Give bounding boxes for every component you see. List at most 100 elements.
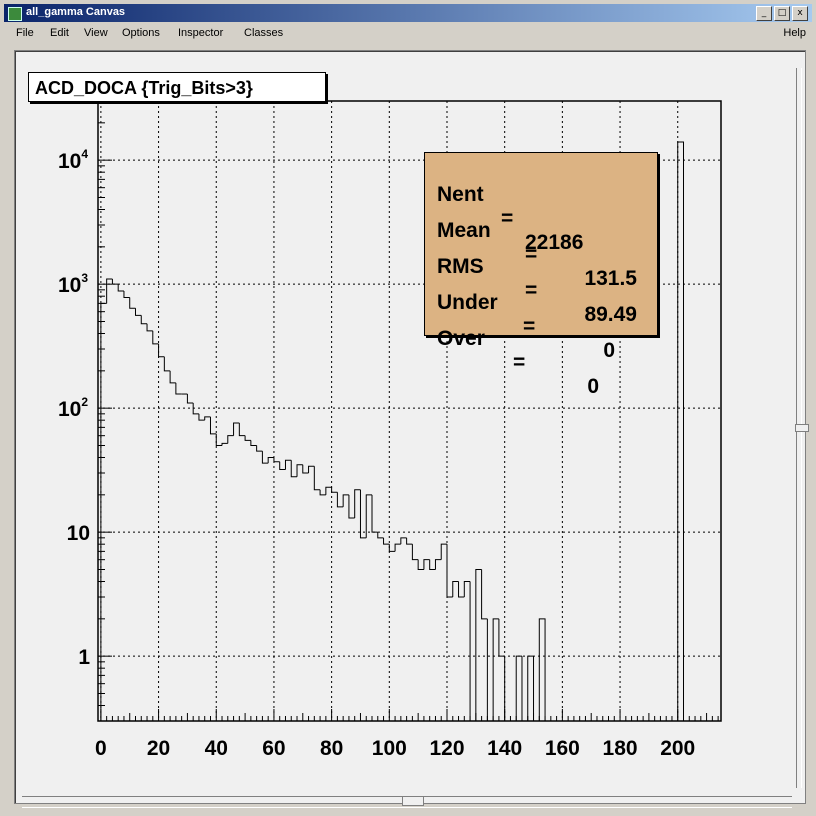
menu-help[interactable]: Help	[783, 27, 806, 39]
minimize-button[interactable]: _	[756, 6, 772, 21]
histogram-bin	[331, 487, 338, 493]
nent-equals: =	[501, 207, 514, 230]
histogram-bin	[463, 581, 471, 597]
histogram-bin	[359, 489, 367, 539]
histogram-bin	[533, 656, 540, 722]
under-equals: =	[523, 315, 536, 338]
histogram-bin	[221, 442, 228, 446]
histogram-bin	[117, 284, 124, 292]
stats-box: Nent = 22186 Mean = 131.5 RMS = 89.49 Un…	[424, 152, 658, 398]
menu-edit[interactable]: Edit	[50, 27, 69, 39]
x-tick-label: 140	[487, 737, 522, 760]
histogram-bin	[342, 494, 349, 507]
over-equals: =	[513, 351, 526, 374]
x-tick-label: 160	[545, 737, 580, 760]
maximize-button[interactable]: □	[774, 6, 790, 21]
vertical-scrollbar[interactable]	[795, 68, 809, 788]
histogram-bin	[394, 543, 401, 552]
histogram-bin	[244, 435, 251, 441]
stats-row-under: Under = 0	[437, 267, 615, 362]
histogram-bin	[486, 618, 494, 722]
window-controls: _ □ x	[756, 6, 808, 21]
histogram-bin	[336, 492, 344, 508]
histogram-bin	[100, 302, 107, 721]
x-tick-label: 20	[147, 737, 170, 760]
window-title: all_gamma Canvas	[26, 6, 126, 18]
y-axis-labels: 1 10 102 103 104	[58, 147, 90, 669]
histogram-bin	[175, 382, 182, 395]
over-label: Over	[437, 327, 485, 350]
histogram-bin	[134, 308, 142, 316]
x-tick-label: 180	[603, 737, 638, 760]
histogram-bin	[290, 460, 298, 478]
histogram-bin	[538, 618, 546, 721]
menu-classes[interactable]: Classes	[244, 27, 284, 39]
x-tick-label: 200	[660, 737, 695, 760]
histogram-bin	[204, 416, 211, 421]
histogram-bins	[100, 141, 685, 722]
histogram-bin	[440, 543, 447, 560]
histogram-bin	[152, 330, 159, 345]
histogram-bin	[383, 537, 390, 545]
vertical-scroll-thumb[interactable]	[795, 424, 809, 432]
histogram-bin	[469, 581, 476, 722]
x-tick-label: 80	[320, 737, 343, 760]
y-tick-label: 1	[78, 646, 90, 669]
histogram-bin	[313, 466, 321, 491]
stats-row-rms: RMS = 89.49	[437, 231, 637, 326]
app-icon	[8, 7, 22, 21]
mean-label: Mean	[437, 219, 491, 242]
rms-equals: =	[525, 279, 538, 302]
x-tick-label: 0	[95, 737, 107, 760]
histogram-bin	[146, 323, 153, 332]
histogram-bin	[140, 315, 148, 325]
histogram-bin	[325, 486, 332, 495]
y-tick-label: 104	[58, 147, 88, 173]
histogram-bin	[406, 537, 413, 545]
histogram-bin	[388, 544, 396, 552]
histogram-bin	[279, 461, 286, 471]
histogram-bin	[434, 559, 442, 570]
histogram-bin	[492, 618, 499, 721]
plot-grid	[98, 101, 721, 721]
stats-row-mean: Mean = 131.5	[437, 195, 637, 290]
histogram-bin	[481, 569, 488, 620]
histogram-bin	[348, 494, 355, 519]
histogram-bin	[677, 141, 685, 721]
histogram-bin	[423, 559, 430, 570]
histogram-bin	[163, 356, 171, 372]
under-label: Under	[437, 291, 498, 314]
histogram-bin	[365, 494, 373, 538]
histogram-bin	[256, 445, 263, 452]
histogram-bin	[192, 403, 199, 415]
rms-label: RMS	[437, 255, 484, 278]
mean-equals: =	[525, 243, 538, 266]
over-value: 0	[587, 375, 599, 398]
horizontal-scroll-thumb[interactable]	[402, 796, 424, 806]
histogram-bin	[400, 537, 407, 545]
horizontal-scrollbar[interactable]	[22, 796, 792, 808]
y-tick-label: 102	[58, 395, 88, 421]
menu-inspector[interactable]: Inspector	[178, 27, 224, 39]
stats-row-nent: Nent = 22186	[437, 159, 637, 254]
menu-view[interactable]: View	[84, 27, 108, 39]
close-button[interactable]: x	[792, 6, 808, 21]
mean-value: 131.5	[584, 267, 637, 290]
histogram-bin	[452, 581, 459, 597]
histogram-bin	[446, 544, 453, 598]
histogram-bin	[111, 279, 119, 285]
histogram-bin	[233, 422, 240, 436]
histogram-bin	[371, 494, 378, 533]
menu-file[interactable]: File	[16, 27, 34, 39]
histogram-bin	[296, 464, 303, 477]
nent-label: Nent	[437, 183, 484, 206]
histogram-bin	[250, 440, 257, 446]
menu-options[interactable]: Options	[122, 27, 160, 39]
histogram-bin	[411, 544, 419, 561]
histogram-bin	[267, 457, 274, 464]
histogram-bin	[308, 465, 315, 473]
histogram-bin	[498, 618, 505, 657]
histogram-title: ACD_DOCA {Trig_Bits>3}	[28, 72, 326, 102]
nent-value: 22186	[525, 231, 584, 254]
histogram-bin	[302, 464, 309, 474]
